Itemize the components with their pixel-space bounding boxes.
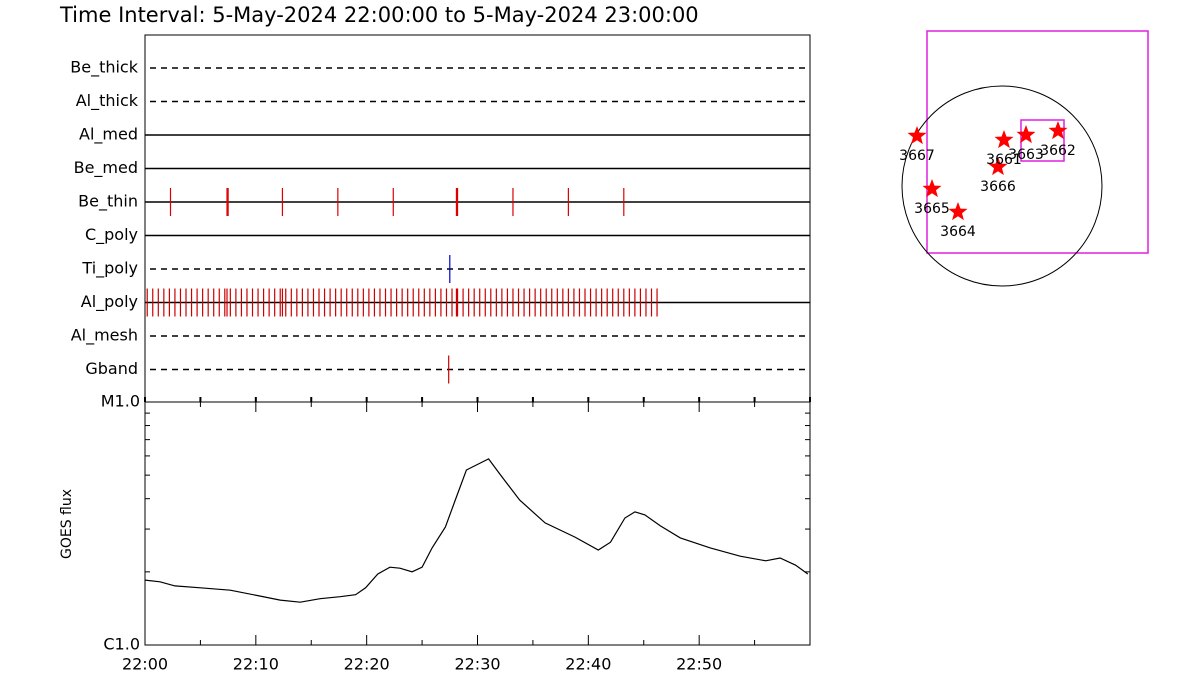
plot-frame — [144, 401, 811, 646]
filter-label: Al_thick — [76, 91, 139, 111]
solar-disk — [901, 85, 1103, 287]
timeline-frame — [144, 34, 811, 403]
x-tick-label: 22:30 — [454, 655, 500, 674]
region-label: 3664 — [940, 224, 976, 240]
y-tick-label: C1.0 — [103, 635, 140, 654]
x-tick-label: 22:20 — [344, 655, 390, 674]
filter-label: Ti_poly — [81, 259, 138, 279]
region-star — [922, 179, 942, 198]
fov-box — [926, 30, 1149, 254]
filter-label: Be_thin — [78, 192, 138, 212]
y-axis-label: GOES flux — [59, 489, 75, 559]
region-label: 3667 — [899, 148, 935, 164]
region-star — [907, 126, 927, 145]
region-label: 3662 — [1040, 143, 1076, 159]
filter-label: Gband — [85, 359, 138, 378]
region-star — [988, 157, 1008, 176]
x-tick-label: 22:10 — [233, 655, 279, 674]
region-label: 3663 — [1008, 147, 1044, 163]
region-star — [948, 202, 968, 221]
filter-label: Be_med — [74, 158, 138, 178]
region-label: 3666 — [980, 179, 1016, 195]
region-star — [1048, 121, 1068, 140]
x-tick-label: 22:40 — [565, 655, 611, 674]
x-tick-label: 22:50 — [676, 655, 722, 674]
x-tick-label: 22:00 — [122, 655, 168, 674]
filter-label: Al_med — [79, 125, 138, 145]
region-star — [994, 130, 1014, 149]
filter-label: Al_mesh — [71, 326, 138, 346]
y-tick-label: M1.0 — [101, 392, 140, 411]
goes-curve — [144, 458, 809, 603]
filter-label: Be_thick — [70, 58, 138, 78]
region-label: 3661 — [986, 152, 1022, 168]
region-label: 3665 — [914, 201, 950, 217]
title: Time Interval: 5-May-2024 22:00:00 to 5-… — [59, 3, 699, 27]
filter-label: C_poly — [85, 225, 138, 245]
region-star — [1016, 125, 1036, 144]
filter-label: Al_poly — [81, 292, 138, 312]
